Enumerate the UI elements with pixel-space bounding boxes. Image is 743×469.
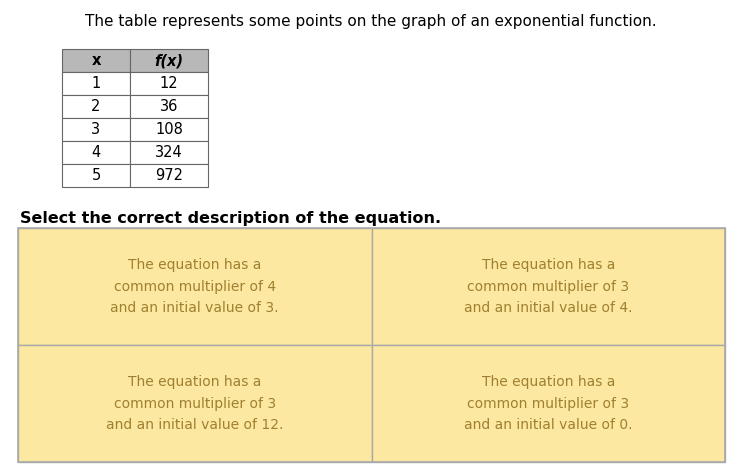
Bar [130,49,208,72]
Text: 36: 36 [160,99,178,114]
Bar [62,72,130,95]
Text: 1: 1 [91,76,100,91]
Bar [62,141,130,164]
Text: 108: 108 [155,122,183,137]
Bar [62,49,130,72]
Text: 324: 324 [155,145,183,160]
Bar [130,141,208,164]
Text: x: x [91,53,101,68]
Bar [62,118,130,141]
Bar [130,72,208,95]
Text: 3: 3 [91,122,100,137]
Text: The equation has a
common multiplier of 3
and an initial value of 0.: The equation has a common multiplier of … [464,375,632,432]
Text: Select the correct description of the equation.: Select the correct description of the eq… [20,211,441,226]
Bar [130,95,208,118]
Text: The equation has a
common multiplier of 3
and an initial value of 4.: The equation has a common multiplier of … [464,258,632,315]
Bar [18,228,725,462]
Text: 12: 12 [160,76,178,91]
Text: f(x): f(x) [155,53,184,68]
Text: 5: 5 [91,168,100,183]
Bar [62,164,130,187]
Text: 2: 2 [91,99,101,114]
Text: The table represents some points on the graph of an exponential function.: The table represents some points on the … [85,14,657,29]
Text: 972: 972 [155,168,183,183]
Bar [372,228,725,345]
Bar [130,164,208,187]
Bar [130,118,208,141]
Bar [62,95,130,118]
Text: The equation has a
common multiplier of 3
and an initial value of 12.: The equation has a common multiplier of … [106,375,283,432]
Bar [18,228,372,345]
Bar [372,345,725,462]
Text: The equation has a
common multiplier of 4
and an initial value of 3.: The equation has a common multiplier of … [111,258,279,315]
Text: 4: 4 [91,145,100,160]
Bar [18,345,372,462]
